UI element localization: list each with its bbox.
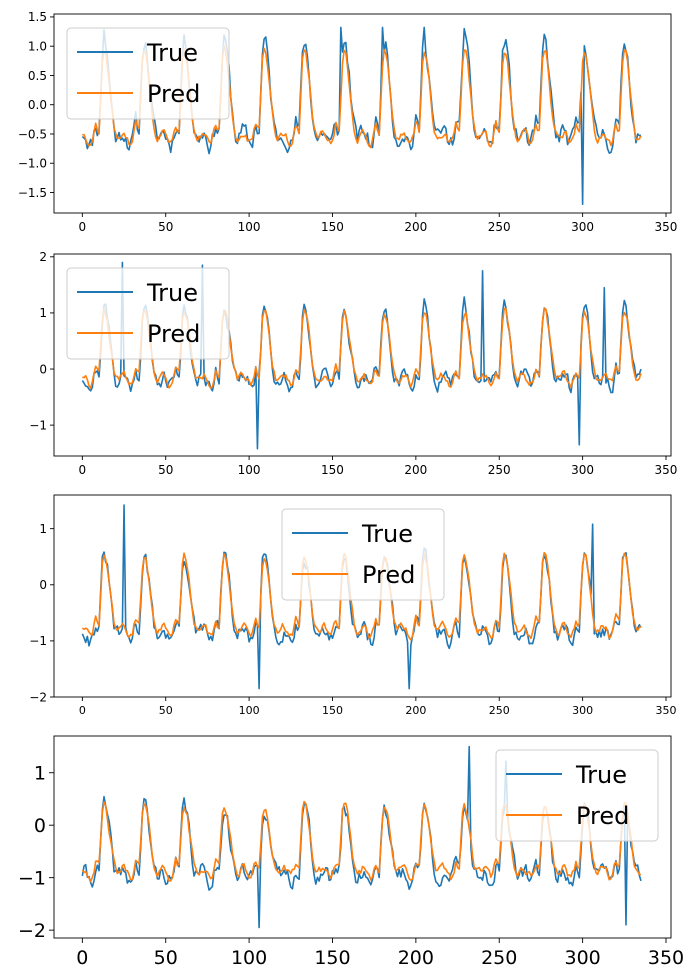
x-tick-label: 250 xyxy=(488,463,511,477)
y-tick-label: 1 xyxy=(39,306,47,320)
legend-label-pred: Pred xyxy=(147,80,200,108)
x-tick-label: 150 xyxy=(322,704,343,717)
x-tick-label: 200 xyxy=(404,463,427,477)
legend-label-pred: Pred xyxy=(576,802,629,830)
x-tick-label: 0 xyxy=(79,704,86,717)
y-tick-label: −1.5 xyxy=(18,186,47,200)
x-tick-label: 100 xyxy=(231,947,267,969)
y-tick-label: 1.5 xyxy=(28,10,47,24)
y-tick-label: −2 xyxy=(29,690,47,704)
x-tick-label: 300 xyxy=(564,947,600,969)
x-tick-label: 50 xyxy=(158,463,173,477)
x-tick-label: 200 xyxy=(398,947,434,969)
y-tick-label: −2 xyxy=(18,920,46,942)
x-tick-label: 50 xyxy=(158,220,173,234)
legend-label-true: True xyxy=(146,39,198,67)
x-tick-label: 350 xyxy=(655,463,678,477)
x-tick-label: 250 xyxy=(488,220,511,234)
x-tick-label: 250 xyxy=(489,704,510,717)
subplot-4: 0 50 100 150 200 250 300 350 −2 −1 0 1 True Pred xyxy=(18,736,684,969)
legend: True Pred xyxy=(67,28,229,119)
y-tick-label: 1 xyxy=(39,522,47,536)
x-tick-label: 150 xyxy=(314,947,350,969)
y-tick-label: −1 xyxy=(29,418,47,432)
x-tick-label: 100 xyxy=(238,463,261,477)
legend: True Pred xyxy=(282,509,444,600)
y-tick-label: 0 xyxy=(34,815,46,837)
subplot-2: 0 50 100 150 200 250 300 350 −1 0 1 2 True Pred xyxy=(29,250,677,477)
figure: 0 50 100 150 200 250 300 350−1.5−1.0−0.50.00.51… xyxy=(0,0,700,977)
y-tick-label: −1.0 xyxy=(18,157,47,171)
y-tick-label: −0.5 xyxy=(18,127,47,141)
y-tick-label: −1 xyxy=(29,634,47,648)
legend-label-true: True xyxy=(146,279,198,307)
y-tick-label: 2 xyxy=(39,250,47,264)
y-tick-label: 0 xyxy=(39,362,47,376)
legend-label-true: True xyxy=(361,520,413,548)
legend-label-pred: Pred xyxy=(147,320,200,348)
y-tick-label: 0 xyxy=(39,578,47,592)
x-tick-label: 350 xyxy=(655,220,678,234)
y-tick-label: 0.5 xyxy=(28,69,47,83)
x-tick-label: 200 xyxy=(405,704,426,717)
x-tick-label: 250 xyxy=(481,947,517,969)
y-tick-label: 1.0 xyxy=(28,40,47,54)
y-tick-label: −1 xyxy=(18,868,46,890)
x-tick-label: 0 xyxy=(79,463,87,477)
x-tick-label: 100 xyxy=(238,220,261,234)
legend: True Pred xyxy=(67,268,229,359)
legend-label-true: True xyxy=(575,761,627,789)
legend: True Pred xyxy=(496,750,658,841)
legend-label-pred: Pred xyxy=(362,561,415,589)
subplot-1: 0 50 100 150 200 250 300 350 −1.5 −1.0 −0.5 0.0 0.5 1… xyxy=(18,10,678,234)
x-tick-label: 300 xyxy=(571,463,594,477)
x-tick-label: 200 xyxy=(404,220,427,234)
x-tick-label: 100 xyxy=(239,704,260,717)
subplot-3: 0 50 100 150 200 250 300 350 −2 −1 0 1 True Pred xyxy=(29,495,676,717)
y-tick-label: 0.0 xyxy=(28,98,47,112)
x-tick-label: 150 xyxy=(321,463,344,477)
x-tick-label: 350 xyxy=(648,947,684,969)
x-tick-label: 50 xyxy=(154,947,178,969)
x-tick-label: 0 xyxy=(79,220,87,234)
x-tick-label: 50 xyxy=(159,704,173,717)
x-tick-label: 350 xyxy=(655,704,676,717)
x-tick-label: 0 xyxy=(76,947,88,969)
x-tick-label: 150 xyxy=(321,220,344,234)
y-tick-label: 1 xyxy=(34,763,46,785)
x-tick-label: 300 xyxy=(572,704,593,717)
x-tick-label: 300 xyxy=(571,220,594,234)
